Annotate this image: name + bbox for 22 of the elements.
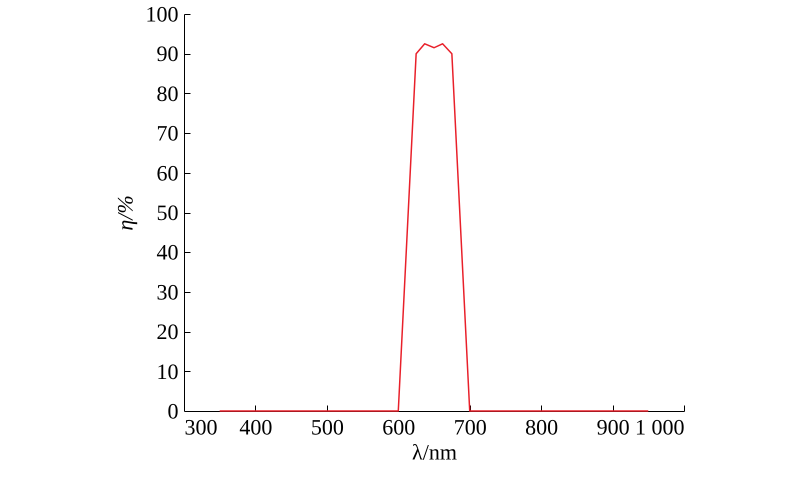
y-tick-label: 50 [156, 200, 178, 225]
y-tick-label: 80 [156, 80, 178, 106]
y-tick-label: 70 [156, 120, 178, 146]
x-tick-label: 800 [525, 414, 558, 440]
y-tick-label: 40 [156, 240, 178, 265]
x-tick-label: 700 [454, 414, 487, 440]
y-tick-label: 20 [156, 319, 178, 344]
y-tick-label: 30 [156, 279, 178, 304]
y-tick-label: 100 [146, 2, 178, 26]
y-tick-label: 90 [156, 41, 178, 66]
line-series [218, 43, 650, 412]
x-tick-label: 600 [382, 414, 416, 440]
x-axis-title: λ/nm [412, 440, 457, 464]
x-tick-label: 300 [184, 414, 218, 440]
x-tick-label: 500 [310, 414, 344, 440]
y-tick-label: 10 [156, 358, 178, 384]
y-tick-label: 0 [168, 398, 178, 424]
x-tick-label: 400 [239, 414, 272, 440]
y-axis-title: η/% [112, 195, 138, 231]
x-tick-label: 1 000 [635, 414, 684, 440]
y-tick-label: 60 [156, 160, 178, 186]
x-tick-label: 900 [596, 414, 630, 440]
